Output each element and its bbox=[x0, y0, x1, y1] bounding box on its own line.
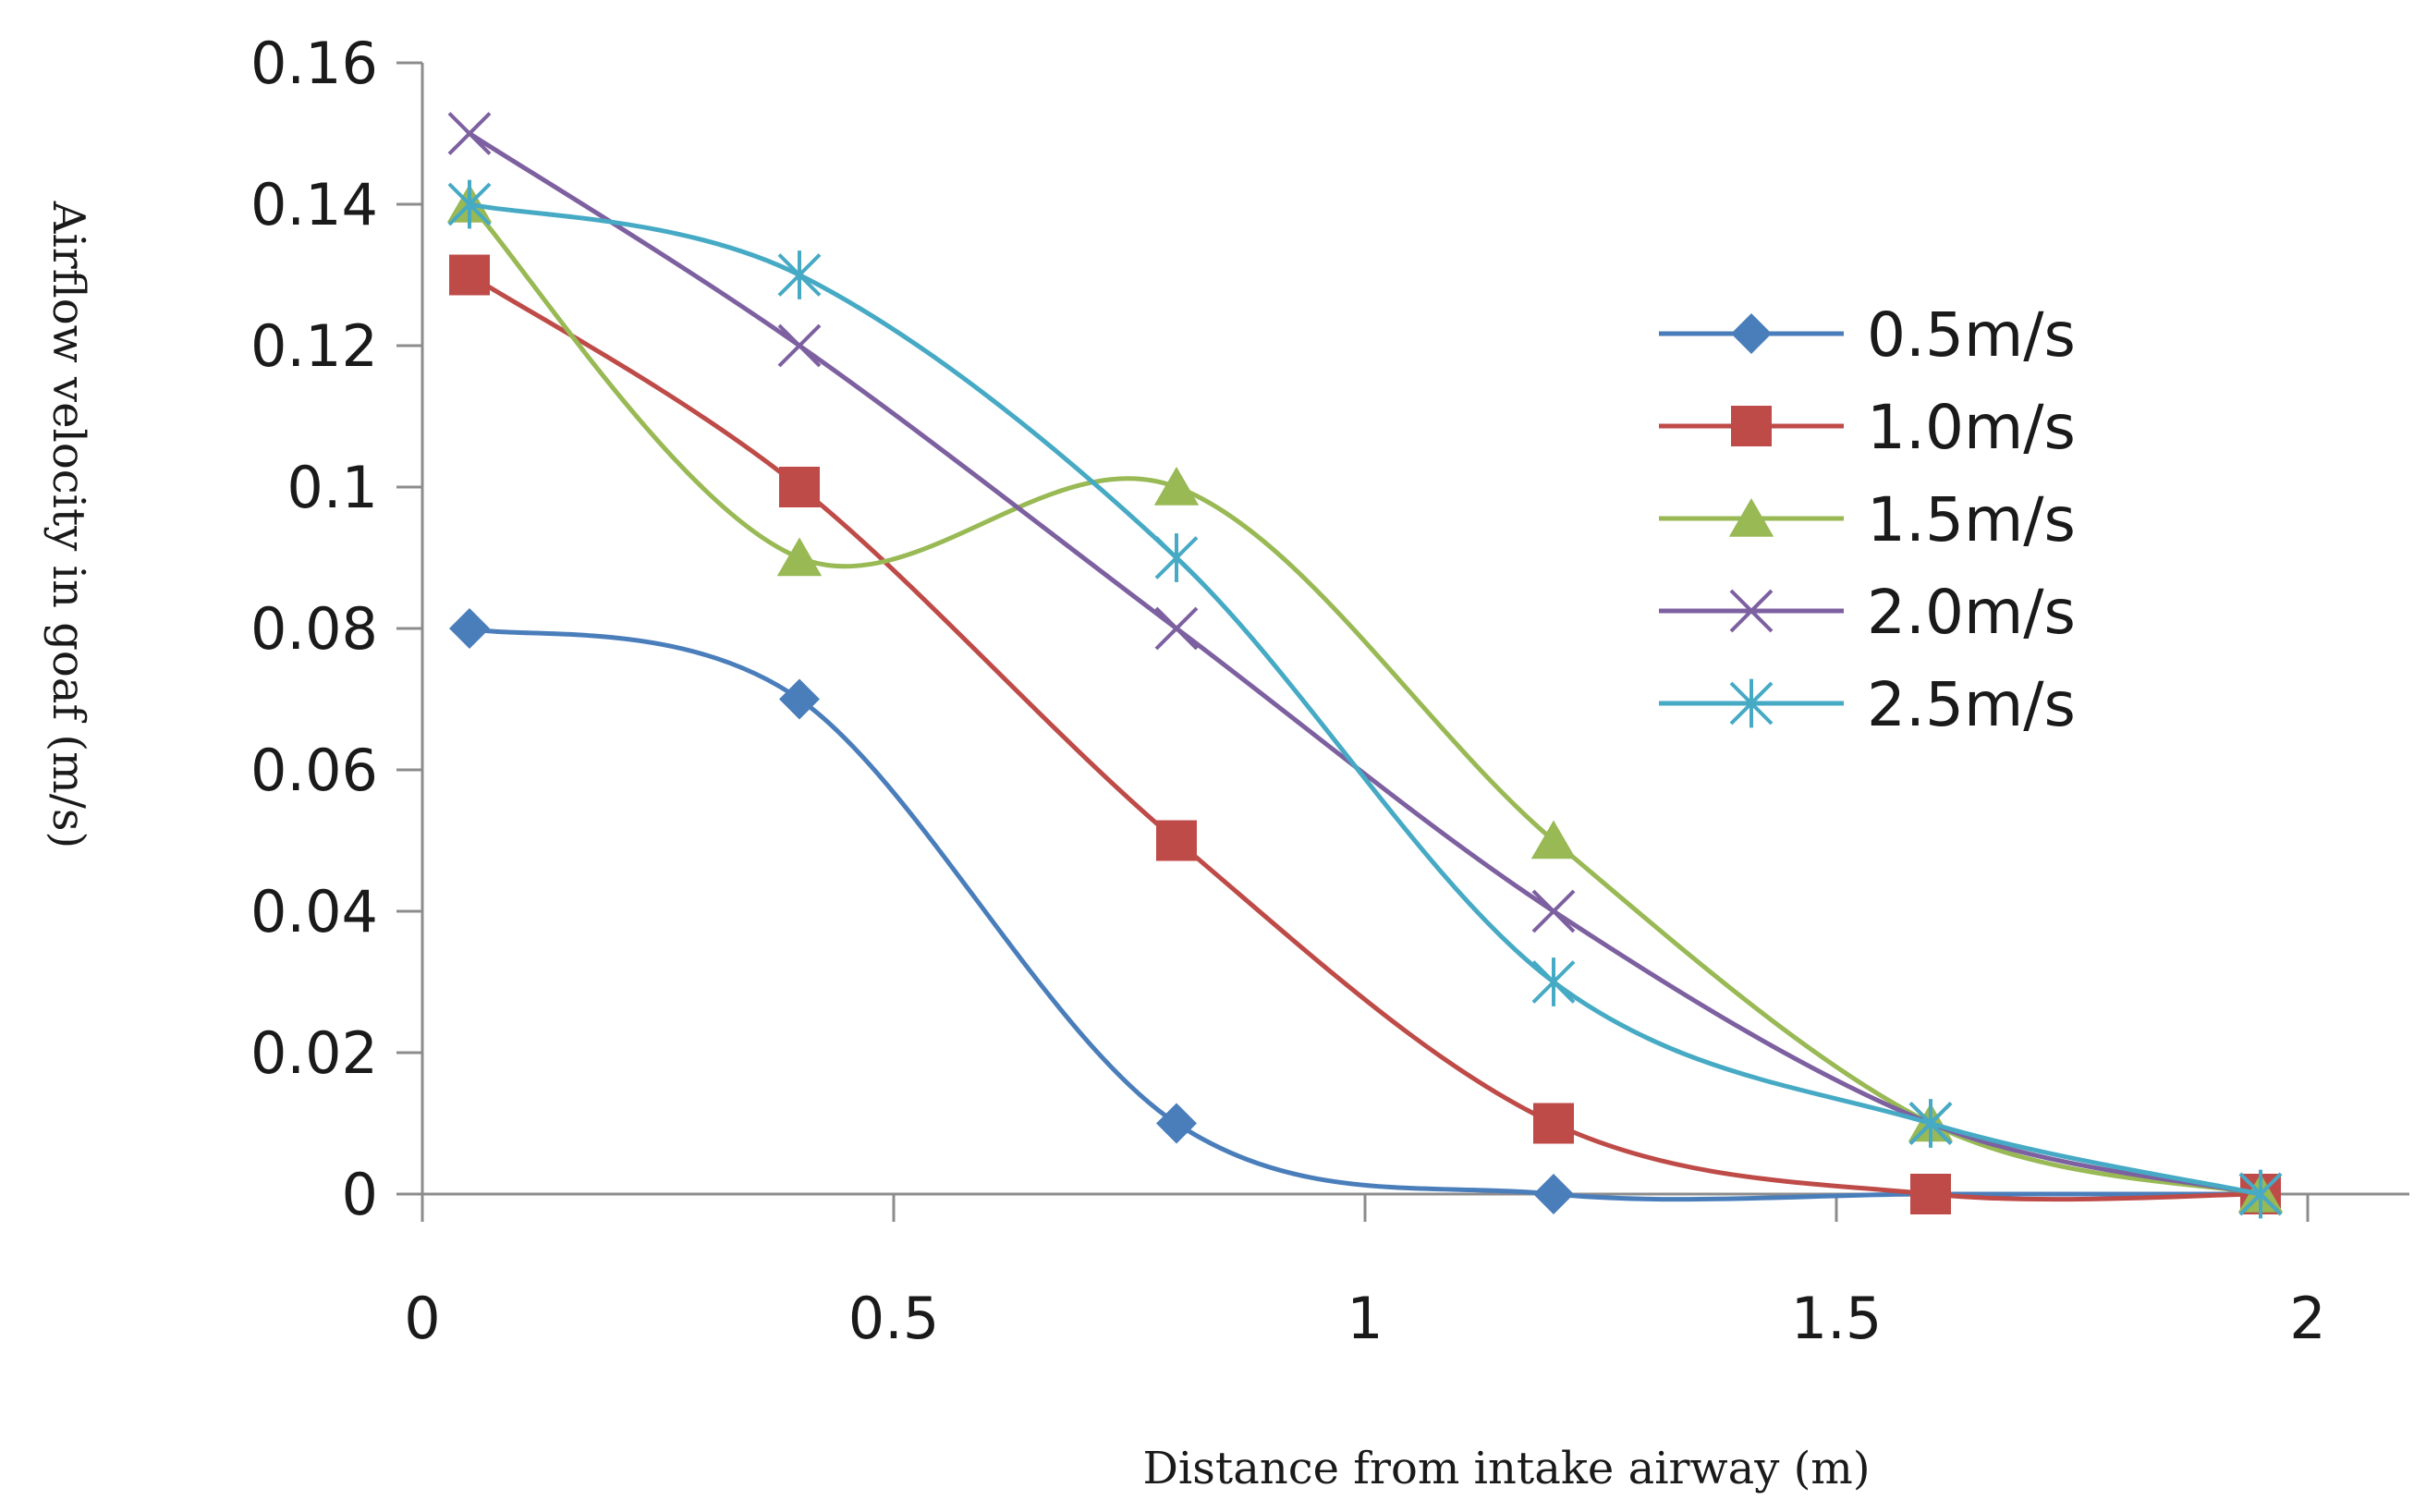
data-point bbox=[449, 608, 490, 649]
data-point bbox=[776, 537, 823, 577]
x-tick-label: 1.5 bbox=[1791, 1285, 1883, 1352]
legend-marker bbox=[1731, 313, 1772, 354]
data-point bbox=[1530, 820, 1577, 860]
legend-item: 1.0m/s bbox=[1659, 392, 2076, 463]
data-point bbox=[1531, 957, 1576, 1006]
y-tick-label: 0.06 bbox=[250, 737, 378, 804]
y-tick-label: 0 bbox=[342, 1161, 378, 1228]
y-axis-title: Airflow velocity in goaf (m/s) bbox=[43, 201, 94, 848]
data-point bbox=[779, 678, 820, 720]
legend-marker bbox=[1728, 498, 1774, 537]
y-tick-label: 0.1 bbox=[286, 454, 378, 521]
y-tick-label: 0.08 bbox=[250, 595, 378, 663]
y-tick-label: 0.14 bbox=[250, 171, 378, 238]
legend-label: 0.5m/s bbox=[1867, 299, 2076, 371]
data-point bbox=[1910, 1174, 1951, 1214]
legend-item: 1.5m/s bbox=[1659, 484, 2076, 555]
series-line bbox=[469, 201, 2261, 1197]
data-point bbox=[449, 254, 490, 296]
legend-item: 2.0m/s bbox=[1659, 577, 2076, 648]
data-point bbox=[1156, 820, 1197, 861]
legend-item: 2.5m/s bbox=[1659, 669, 2076, 740]
data-point bbox=[447, 112, 492, 155]
data-point bbox=[447, 179, 492, 229]
legend-marker bbox=[1729, 589, 1774, 633]
data-point bbox=[1531, 889, 1576, 933]
axes: 0 0.02 0.04 0.06 0.08 0.1 0.12 0.14 0.16 0 0.5 1 1.5… bbox=[250, 30, 2409, 1352]
legend-label: 1.0m/s bbox=[1867, 392, 2076, 463]
x-tick-label: 2 bbox=[2289, 1285, 2325, 1352]
legend-label: 1.5m/s bbox=[1867, 484, 2076, 555]
legend-label: 2.5m/s bbox=[1867, 669, 2076, 740]
x-tick-label: 1 bbox=[1347, 1285, 1383, 1352]
y-tick-label: 0.12 bbox=[250, 312, 378, 380]
y-tick-label: 0.02 bbox=[250, 1019, 378, 1087]
data-point bbox=[1533, 1103, 1574, 1144]
legend-marker bbox=[1729, 678, 1774, 728]
x-axis-title: Distance from intake airway (m) bbox=[1142, 1443, 1870, 1494]
data-point bbox=[777, 250, 822, 299]
data-point bbox=[1533, 1174, 1574, 1214]
legend-label: 2.0m/s bbox=[1867, 577, 2076, 648]
plot-area bbox=[446, 112, 2284, 1219]
x-tick-label: 0.5 bbox=[848, 1285, 940, 1352]
data-point bbox=[2238, 1169, 2283, 1219]
series-2-5m-s bbox=[447, 179, 2283, 1219]
series-2-0m-s bbox=[447, 112, 2283, 1216]
legend: 0.5m/s 1.0m/s 1.5m/s 2.0m/s 2.5m/s bbox=[1659, 299, 2076, 740]
x-tick-label: 0 bbox=[404, 1285, 440, 1352]
data-point bbox=[1156, 1103, 1197, 1144]
data-point bbox=[1154, 606, 1199, 651]
legend-item: 0.5m/s bbox=[1659, 299, 2076, 371]
data-point bbox=[777, 323, 822, 368]
data-point bbox=[1153, 467, 1200, 506]
legend-marker bbox=[1731, 406, 1772, 446]
data-point bbox=[1908, 1099, 1953, 1148]
y-tick-label: 0.16 bbox=[250, 30, 378, 97]
data-point bbox=[779, 467, 820, 507]
y-tick-label: 0.04 bbox=[250, 878, 378, 945]
data-point bbox=[1154, 533, 1199, 582]
